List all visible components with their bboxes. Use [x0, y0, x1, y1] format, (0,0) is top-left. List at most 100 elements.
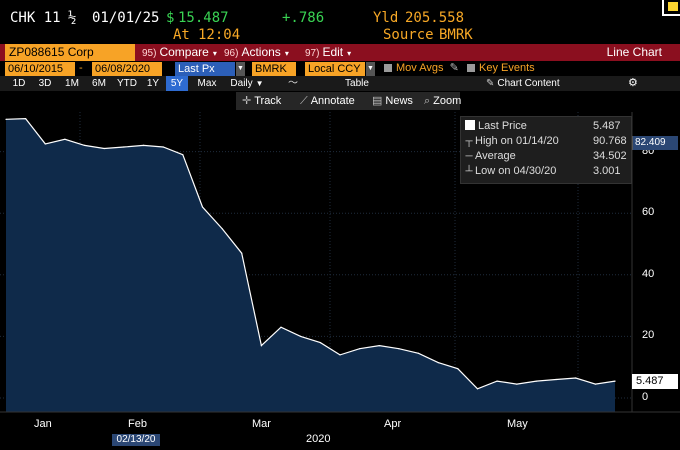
legend-low-label: Low on 04/30/20: [475, 165, 557, 177]
period-3d[interactable]: 3D: [38, 78, 52, 89]
field-dropdown-icon[interactable]: ▼: [236, 62, 245, 76]
price-series-line[interactable]: [5, 117, 616, 390]
crosshair-icon: ✛: [242, 95, 252, 107]
window-corner-icon[interactable]: [662, 0, 680, 16]
legend-row-last-price[interactable]: Last Price 5.487: [463, 120, 621, 132]
y-tick-0: 0: [642, 391, 649, 403]
command-bar: ZP088615 Corp 95) Compare ▾ 96) Actions ▾ 97…: [0, 44, 680, 61]
legend-color-swatch: [465, 120, 475, 130]
chart-content-label: Chart Content: [497, 78, 560, 89]
y-tick-40: 40: [642, 268, 655, 280]
news-icon: ▤: [372, 95, 383, 107]
draw-line-icon: ⟋: [300, 95, 308, 107]
edit-button[interactable]: 97) Edit ▾: [305, 44, 351, 61]
currency-select[interactable]: Local CCY: [305, 62, 365, 76]
price-point-3: [64, 138, 66, 140]
zoom-label: Zoom: [433, 95, 462, 107]
annotate-button[interactable]: ⟋ Annotate: [300, 92, 355, 110]
compare-label: Compare: [159, 45, 209, 59]
track-label: Track: [254, 95, 282, 107]
actions-button[interactable]: 96) Actions ▾: [224, 44, 289, 61]
period-1m[interactable]: 1M: [65, 78, 79, 89]
source-input[interactable]: BMRK: [252, 62, 296, 76]
legend-row-average: ─ Average 34.502: [463, 150, 626, 162]
key-events-label: Key Events: [479, 62, 535, 74]
price-point-11: [221, 228, 223, 230]
period-6m[interactable]: 6M: [92, 78, 106, 89]
chevron-down-icon: ▾: [347, 49, 352, 58]
legend-high-label: High on 01/14/20: [475, 135, 559, 147]
source-label: Source: [383, 27, 434, 43]
price-point-29: [575, 377, 577, 379]
price-points: [5, 118, 616, 390]
price-point-16: [319, 342, 321, 344]
currency-dropdown-icon[interactable]: ▼: [366, 62, 375, 76]
price-point-13: [260, 345, 262, 347]
chart-content-button[interactable]: ✎ Chart Content: [486, 76, 560, 91]
x-tick-may: May: [507, 418, 528, 430]
field-select[interactable]: Last Px: [175, 62, 235, 76]
period-1y[interactable]: 1Y: [146, 78, 160, 89]
price-point-20: [398, 348, 400, 350]
end-date-input[interactable]: 06/08/2020: [92, 62, 162, 76]
cursor-date-tag: 02/13/20: [112, 434, 160, 446]
chevron-down-icon: ▾: [212, 49, 217, 58]
price-point-5: [103, 147, 105, 150]
price-point-23: [457, 368, 459, 370]
high-marker-icon: ┬: [465, 136, 473, 147]
price-point-8: [162, 146, 164, 148]
price-point-4: [84, 144, 86, 146]
currency-symbol: $: [166, 10, 175, 26]
pencil-icon[interactable]: ✎: [449, 62, 459, 74]
yield-label: Yld: [373, 10, 399, 26]
table-button[interactable]: Table: [345, 78, 369, 89]
line-chart-icon[interactable]: 〜: [288, 78, 298, 89]
last-price: 15.487: [178, 10, 229, 26]
track-button[interactable]: ✛ Track: [242, 92, 281, 110]
zoom-button[interactable]: ⌕ Zoom: [424, 92, 461, 110]
mov-avgs-toggle[interactable]: Mov Avgs ✎: [384, 61, 459, 76]
price-area-fill: [6, 118, 615, 412]
price-point-17: [339, 354, 341, 356]
low-marker-icon: ┴: [465, 166, 473, 177]
legend-average-value: 34.502: [593, 150, 627, 162]
ticker: CHK 11: [10, 10, 61, 26]
period-max[interactable]: Max: [197, 78, 217, 89]
price-point-12: [241, 252, 243, 254]
price-point-18: [359, 348, 361, 350]
compare-button[interactable]: 95) Compare ▾: [142, 44, 217, 61]
key-events-toggle[interactable]: Key Events: [467, 61, 535, 76]
news-button[interactable]: ▤ News: [372, 92, 413, 110]
price-change: +.786: [282, 10, 325, 26]
chevron-down-icon: ▼: [255, 79, 264, 88]
price-point-25: [496, 380, 498, 382]
security-input[interactable]: ZP088615 Corp: [5, 44, 135, 61]
chevron-down-icon: ▾: [284, 49, 289, 58]
chart-legend[interactable]: Last Price 5.487 ┬ High on 01/14/20 90.768 …: [460, 116, 632, 184]
legend-average-label: Average: [475, 150, 516, 162]
price-point-26: [516, 383, 518, 385]
start-date-input[interactable]: 06/10/2015: [5, 62, 75, 76]
period-1d[interactable]: 1D: [12, 78, 26, 89]
price-point-27: [535, 380, 538, 382]
annotate-label: Annotate: [310, 95, 355, 107]
edit-label: Edit: [322, 45, 344, 59]
x-tick-apr: Apr: [384, 418, 402, 430]
date-separator: -: [79, 62, 83, 74]
mov-avgs-label: Mov Avgs: [396, 62, 444, 74]
news-label: News: [385, 95, 413, 107]
price-point-15: [300, 335, 302, 337]
price-point-31: [614, 380, 616, 382]
actions-number: 96): [224, 48, 239, 59]
period-5y[interactable]: 5Y: [166, 76, 188, 91]
compare-number: 95): [142, 48, 157, 59]
gear-icon[interactable]: ⚙: [628, 77, 638, 89]
y-tick-20: 20: [642, 329, 655, 341]
time-label: At: [173, 27, 190, 43]
price-point-22: [437, 362, 439, 364]
frequency-select[interactable]: Daily ▼: [225, 76, 269, 91]
source-value: BMRK: [439, 27, 473, 43]
period-ytd[interactable]: YTD: [117, 78, 137, 89]
price-point-9: [182, 154, 184, 156]
